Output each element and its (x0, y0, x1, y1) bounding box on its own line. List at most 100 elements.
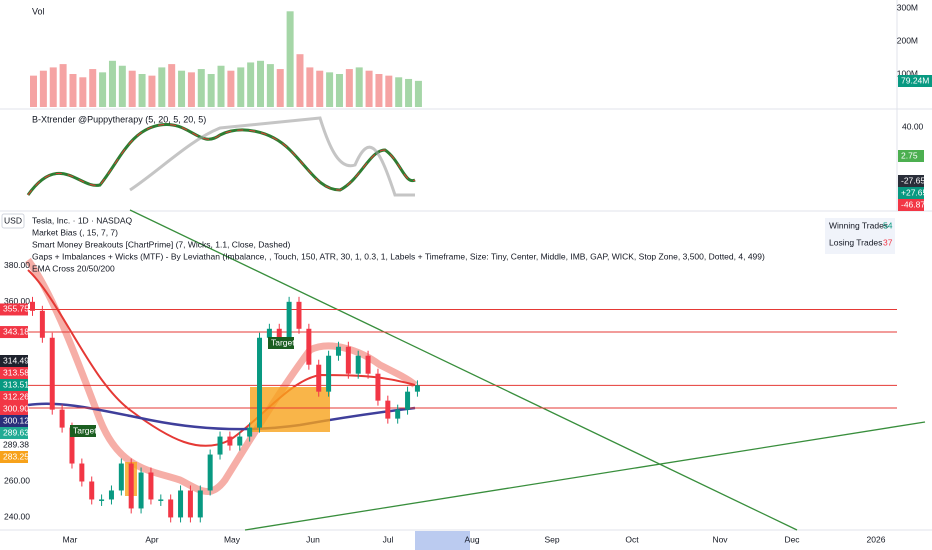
price-tag-label: 313.51 (3, 379, 29, 389)
volume-bar (138, 74, 146, 107)
volume-bar (49, 67, 57, 107)
volume-bar (395, 77, 403, 107)
candle (247, 427, 253, 437)
indicator-value: 2.75 (901, 150, 918, 160)
x-tick-label: Oct (625, 534, 639, 544)
price-tag (0, 355, 28, 367)
volume-bar (148, 75, 156, 107)
target-text: Target (271, 337, 295, 347)
xtrender-line (27, 123, 416, 196)
indicator-tag (898, 199, 924, 211)
price-tag-label: 355.75 (3, 304, 29, 314)
price-tag-label: 289.38 (3, 439, 29, 449)
volume-bar (355, 67, 363, 107)
price-tag-label: 283.25 (3, 451, 29, 461)
volume-bar (326, 72, 334, 107)
price-tag-label: 313.58 (3, 367, 29, 377)
indicator-tag (898, 175, 924, 187)
legend-line: Smart Money Breakouts [ChartPrime] (7, W… (32, 239, 291, 249)
candle (227, 436, 233, 446)
candle (335, 346, 341, 356)
volume-bar (217, 65, 225, 107)
volume-bar (345, 69, 353, 107)
y-tick-label: 240.00 (4, 512, 30, 522)
candle (355, 355, 361, 374)
volume-bar (375, 74, 383, 107)
candle (108, 490, 114, 500)
candle (257, 337, 263, 428)
x-tick-label: Aug (464, 534, 479, 544)
price-tag-label: 300.90 (3, 403, 29, 413)
volume-bar (365, 70, 373, 107)
candle (375, 373, 381, 401)
price-tag (0, 415, 28, 427)
candle (266, 328, 272, 338)
indicator-value: -46.87 (901, 199, 925, 209)
volume-bar (237, 67, 245, 107)
candle (99, 499, 105, 501)
price-tag (0, 379, 28, 391)
volume-bar (316, 70, 324, 107)
target-label (70, 425, 96, 437)
candle (178, 490, 184, 518)
price-tag (0, 403, 28, 415)
candle (118, 463, 124, 491)
volume-bar (30, 75, 37, 107)
xtrender-signal (129, 116, 415, 197)
candle (345, 346, 351, 374)
candle (286, 301, 292, 338)
candle (326, 355, 332, 392)
candle (197, 490, 203, 518)
volume-bar (69, 74, 77, 107)
volume-bar (385, 75, 393, 107)
panel-title: B-Xtrender @Puppytherapy (5, 20, 5, 20, … (32, 114, 206, 124)
x-tick-label: 2026 (867, 534, 886, 544)
price-tag (0, 367, 28, 379)
volume-bar (39, 70, 47, 107)
price-tag-label: 343.18 (3, 326, 29, 336)
volume-bar (168, 64, 176, 107)
price-tag (0, 391, 28, 403)
price-tag (0, 303, 28, 316)
indicator-tag (898, 187, 924, 199)
legend-line: Market Bias (, 15, 7, 7) (32, 227, 118, 237)
volume-bar (405, 78, 413, 107)
target-label (268, 337, 294, 349)
volume-bar (108, 60, 116, 107)
indicator-tag (898, 150, 924, 162)
currency[interactable]: USD (4, 215, 22, 225)
indicator-value: -27.65 (901, 175, 925, 185)
currency-button[interactable] (1, 213, 25, 229)
volume-bar (266, 64, 274, 107)
price-tag-label: 289.63 (3, 427, 29, 437)
trades-value: 37 (883, 237, 893, 247)
ema-slow (27, 402, 416, 431)
volume-bar (276, 69, 284, 107)
candle (207, 454, 213, 491)
trades-box (825, 218, 895, 254)
candle (79, 463, 85, 482)
candle (414, 385, 420, 392)
legend-line: EMA Cross 20/50/200 (32, 263, 115, 273)
indicator-value: +27.65 (901, 187, 928, 197)
volume-tick: 100M (897, 68, 918, 78)
target-text: Target (73, 425, 97, 435)
trend-line (244, 421, 926, 531)
volume-bar (286, 11, 294, 107)
y-tick-label: 360.00 (4, 296, 30, 306)
x-tick-label: May (224, 534, 241, 544)
volume-bar (306, 67, 314, 107)
legend: Tesla, Inc. · 1D · NASDAQ Market Bias (, … (32, 215, 765, 273)
trend-line (129, 209, 798, 531)
x-tick-label: Apr (145, 534, 158, 544)
volume-bar (178, 70, 186, 107)
candle (89, 481, 95, 500)
price-tag-label: 312.26 (3, 391, 29, 401)
volume-bar (59, 64, 67, 107)
price-tag (0, 451, 28, 463)
volume-bar (227, 70, 235, 107)
price-tag (0, 326, 28, 339)
x-tick-label: Dec (784, 534, 800, 544)
candle (148, 472, 154, 500)
